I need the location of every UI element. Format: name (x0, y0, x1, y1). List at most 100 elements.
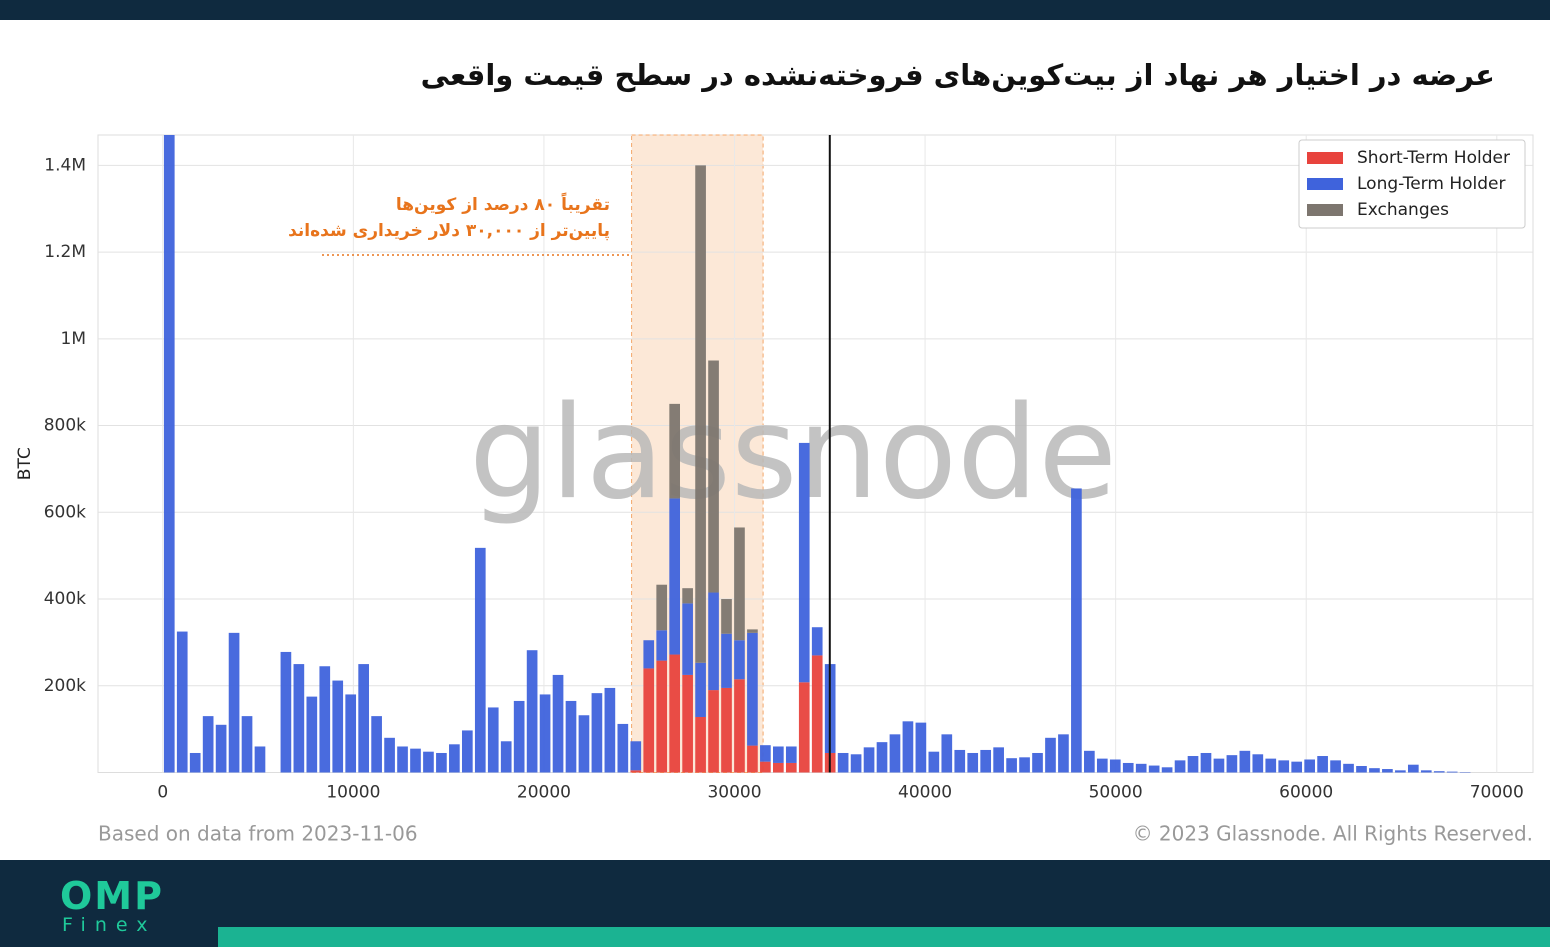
bar (915, 722, 927, 773)
bar (760, 761, 771, 773)
bar (254, 746, 266, 773)
bar (889, 734, 901, 773)
bar (1395, 770, 1406, 773)
bar (682, 588, 693, 604)
bar (487, 707, 499, 773)
legend-swatch (1307, 178, 1343, 190)
bar (850, 754, 862, 773)
bar (500, 741, 512, 773)
bar (734, 679, 745, 773)
bar (708, 690, 719, 773)
bar (1174, 760, 1186, 773)
bar (1446, 771, 1458, 773)
bar (436, 752, 447, 773)
brand-sub: Finex (62, 914, 157, 936)
bar (747, 629, 758, 633)
bar (565, 700, 577, 773)
bar (695, 662, 706, 717)
bar (643, 640, 655, 669)
bar (1045, 737, 1056, 773)
annotation-line: تقریباً ۸۰ درصد از کوین‌ها (395, 195, 610, 215)
bar (798, 442, 810, 683)
bar (384, 737, 395, 773)
x-tick-label: 70000 (1470, 783, 1524, 803)
bar (1343, 763, 1354, 773)
bar (241, 716, 253, 773)
bar (1213, 758, 1225, 773)
bar (345, 694, 357, 773)
bar (656, 630, 668, 661)
bar (993, 747, 1004, 773)
bar (1239, 750, 1251, 773)
bar (280, 651, 292, 773)
bar (228, 632, 240, 773)
bar (811, 655, 823, 773)
bar (837, 752, 849, 773)
bar (1252, 754, 1264, 773)
bar (721, 599, 732, 634)
bar (1304, 759, 1315, 773)
annotation-line: پایین‌تر از ۳۰,۰۰۰ دلار خریداری شده‌اند (288, 221, 610, 241)
stripe (218, 927, 1550, 947)
legend-swatch (1307, 152, 1343, 164)
bar (876, 742, 888, 773)
bar (371, 716, 382, 773)
y-tick-label: 200k (44, 676, 86, 696)
bar (656, 584, 668, 631)
bar (332, 680, 344, 773)
bar (604, 687, 616, 773)
legend-label: Exchanges (1357, 200, 1449, 220)
legend-label: Long-Term Holder (1357, 174, 1505, 194)
bar (1278, 760, 1290, 773)
bars (163, 135, 1471, 773)
bar (721, 633, 732, 688)
bar (902, 721, 914, 773)
bar (811, 627, 823, 656)
bar (669, 654, 681, 773)
bar (1058, 734, 1069, 773)
bar (785, 746, 797, 763)
y-tick-label: 1M (61, 329, 86, 349)
bar (656, 660, 668, 773)
bar (708, 592, 719, 691)
bar (397, 746, 408, 773)
y-tick-label: 1.4M (44, 155, 86, 175)
bar (1291, 761, 1303, 773)
bar (1433, 771, 1445, 773)
bar (1148, 765, 1160, 773)
bar (760, 745, 771, 762)
bar (591, 693, 603, 773)
bar (643, 668, 655, 773)
bar (410, 748, 421, 773)
bar (449, 744, 460, 773)
bar (630, 741, 642, 771)
bar (785, 762, 797, 773)
bar (552, 674, 564, 773)
bar (461, 730, 473, 773)
bar (1006, 758, 1017, 773)
bar (1135, 763, 1147, 773)
bar (941, 734, 953, 773)
plot-background: glassnode (97, 134, 1534, 773)
bar (539, 694, 551, 773)
bar (695, 716, 706, 773)
overlay: 200k 400k 600k 800k 1M 1.2M 1.4M 0 10000 20000 300… (15, 135, 1533, 846)
bar (669, 498, 681, 655)
bar (1382, 769, 1393, 773)
bar (669, 403, 681, 499)
copyright: © 2023 Glassnode. All Rights Reserved. (1133, 822, 1533, 846)
bar (928, 751, 940, 773)
bar (695, 165, 706, 663)
bar (526, 650, 538, 773)
footer: OMP Finex (0, 860, 1550, 947)
bar (734, 640, 745, 680)
bar (358, 664, 369, 773)
y-tick-label: 400k (44, 589, 86, 609)
x-tick-label: 0 (157, 783, 168, 803)
bar (1019, 757, 1030, 773)
bar (1096, 758, 1108, 773)
bar (1161, 767, 1173, 773)
y-tick-label: 800k (44, 416, 86, 436)
bar (1420, 770, 1432, 773)
